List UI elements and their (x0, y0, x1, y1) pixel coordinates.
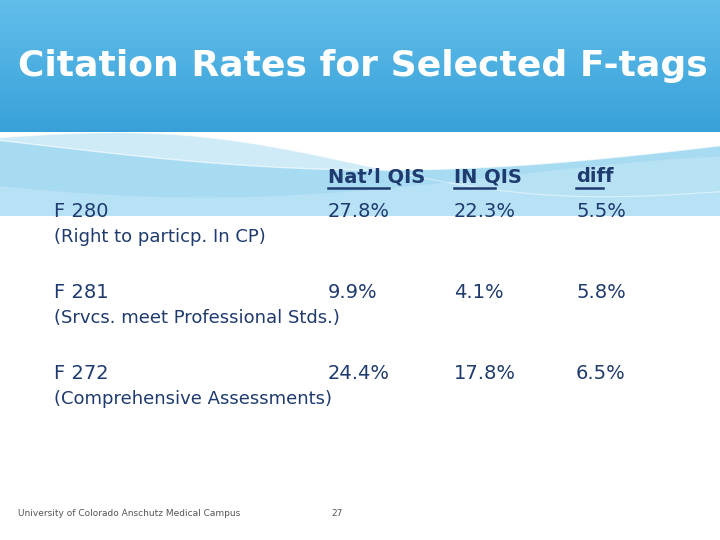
Text: F 280: F 280 (54, 202, 109, 221)
Bar (0, 56, 720, 58)
Bar (0, 74, 720, 77)
Bar (0, 85, 720, 87)
Bar (0, 111, 720, 114)
Bar (0, 87, 720, 90)
Bar (0, 18, 720, 21)
Text: 5.8%: 5.8% (576, 284, 626, 302)
Bar (0, 0, 720, 3)
Bar (0, 98, 720, 100)
Bar (0, 53, 720, 56)
Text: (Comprehensive Assessments): (Comprehensive Assessments) (54, 390, 332, 408)
Text: 9.9%: 9.9% (328, 284, 377, 302)
Text: 27.8%: 27.8% (328, 202, 390, 221)
Text: 5.5%: 5.5% (576, 202, 626, 221)
Bar (0, 103, 720, 106)
Bar (0, 58, 720, 61)
Bar (0, 3, 720, 5)
Bar (0, 90, 720, 93)
Bar (0, 35, 720, 37)
Text: Nat’l QIS: Nat’l QIS (328, 167, 425, 186)
Text: 17.8%: 17.8% (454, 364, 516, 383)
Bar (0, 79, 720, 82)
Bar (0, 100, 720, 103)
Text: IN QIS: IN QIS (454, 167, 521, 186)
Bar (0, 24, 720, 26)
Bar (0, 16, 720, 18)
Bar (0, 37, 720, 40)
Bar (0, 117, 720, 119)
Text: 4.1%: 4.1% (454, 284, 503, 302)
Bar (0, 95, 720, 98)
Bar (0, 82, 720, 85)
Bar (0, 42, 720, 45)
Bar (0, 122, 720, 124)
Bar (0, 127, 720, 130)
Text: (Right to particp. In CP): (Right to particp. In CP) (54, 228, 266, 246)
Bar (0, 48, 720, 50)
Bar (0, 13, 720, 16)
Bar (0, 40, 720, 42)
Text: F 281: F 281 (54, 284, 109, 302)
Bar (0, 50, 720, 53)
Text: diff: diff (576, 167, 613, 186)
Bar (0, 11, 720, 13)
Bar (0, 45, 720, 48)
Text: F 272: F 272 (54, 364, 109, 383)
Text: 27: 27 (331, 509, 343, 518)
Bar (0, 29, 720, 32)
Bar (0, 114, 720, 117)
Bar (0, 64, 720, 66)
Polygon shape (0, 140, 720, 216)
Text: 24.4%: 24.4% (328, 364, 390, 383)
Bar (0, 69, 720, 71)
Text: 22.3%: 22.3% (454, 202, 516, 221)
Bar (0, 106, 720, 109)
Bar (0, 119, 720, 122)
Bar (0, 71, 720, 74)
Bar (0, 8, 720, 11)
Polygon shape (0, 133, 720, 216)
Bar (0, 61, 720, 64)
Bar (0, 93, 720, 95)
Text: 6.5%: 6.5% (576, 364, 626, 383)
Text: Citation Rates for Selected F-tags: Citation Rates for Selected F-tags (18, 49, 708, 83)
Bar (0, 109, 720, 111)
Bar (0, 130, 720, 132)
Text: (Srvcs. meet Professional Stds.): (Srvcs. meet Professional Stds.) (54, 309, 340, 327)
Bar (0, 5, 720, 8)
Bar (0, 77, 720, 79)
Text: University of Colorado Anschutz Medical Campus: University of Colorado Anschutz Medical … (18, 509, 240, 518)
Bar (0, 66, 720, 69)
Bar (0, 26, 720, 29)
Bar (0, 32, 720, 35)
Bar (0, 124, 720, 127)
Bar (0, 21, 720, 24)
Polygon shape (0, 156, 720, 216)
